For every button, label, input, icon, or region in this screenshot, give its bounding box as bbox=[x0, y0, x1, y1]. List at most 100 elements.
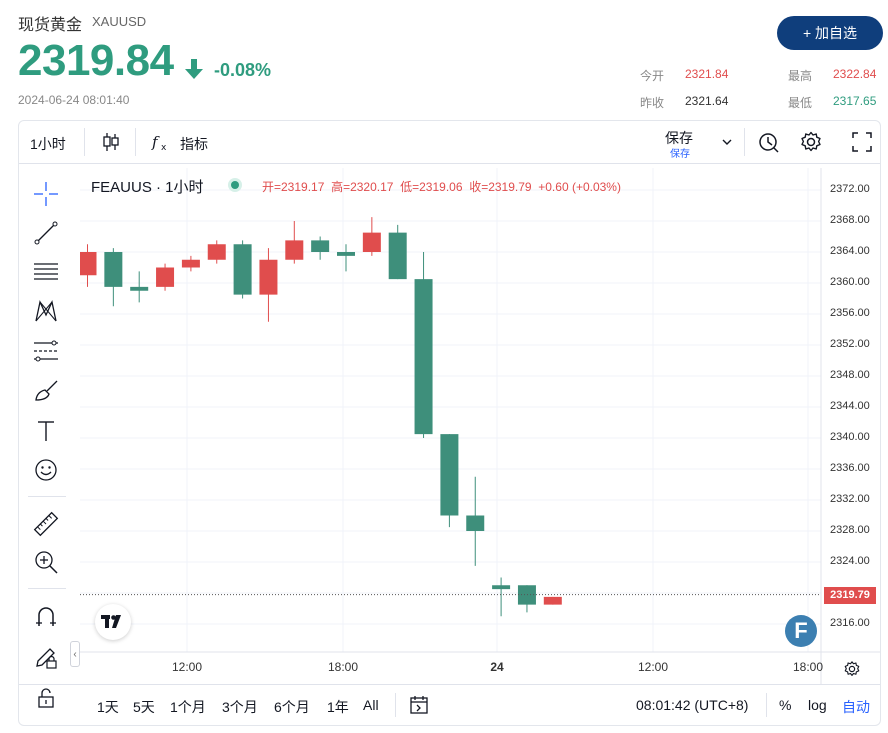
y-tick-label: 2348.00 bbox=[830, 369, 870, 381]
axis-settings-icon[interactable] bbox=[843, 660, 861, 678]
y-tick-label: 2368.00 bbox=[830, 214, 870, 226]
range-6m[interactable]: 6个月 bbox=[274, 699, 310, 715]
candle-body bbox=[440, 434, 459, 516]
collapse-toolbar-button[interactable]: ‹ bbox=[70, 641, 80, 667]
y-tick-label: 2324.00 bbox=[830, 555, 870, 567]
high-label: 最高 bbox=[788, 69, 813, 83]
chevron-down-icon[interactable] bbox=[721, 137, 733, 147]
candlestick-icon[interactable] bbox=[101, 131, 121, 153]
candle-body bbox=[104, 252, 123, 287]
text-tool-icon[interactable] bbox=[32, 417, 60, 445]
candle-body bbox=[311, 240, 330, 252]
range-1m[interactable]: 1个月 bbox=[170, 699, 206, 715]
candle-body bbox=[285, 240, 304, 260]
y-tick-label: 2360.00 bbox=[830, 276, 870, 288]
emoji-icon[interactable] bbox=[32, 456, 60, 484]
candle-body bbox=[130, 286, 149, 291]
arrow-down-icon bbox=[185, 59, 203, 79]
clock-time[interactable]: 08:01:42 (UTC+8) bbox=[636, 697, 749, 713]
auto-scale-toggle[interactable]: 自动 bbox=[842, 699, 870, 715]
brush-icon[interactable] bbox=[32, 377, 60, 405]
magnet-icon[interactable] bbox=[32, 603, 60, 631]
market-status-icon bbox=[228, 178, 242, 192]
save-button[interactable]: 保存 bbox=[665, 130, 693, 146]
price-change-percent: -0.08% bbox=[214, 60, 272, 80]
candle-body bbox=[466, 515, 485, 531]
open-label: 今开 bbox=[640, 69, 665, 83]
x-tick-label: 18:00 bbox=[793, 660, 824, 674]
prev-close-value: 2321.64 bbox=[685, 94, 729, 108]
instrument-symbol: XAUUSD bbox=[92, 14, 147, 29]
zoom-in-icon[interactable] bbox=[32, 548, 60, 576]
x-tick-label: 24 bbox=[490, 660, 504, 674]
tradingview-logo[interactable] bbox=[95, 604, 131, 640]
instrument-title: 现货黄金 bbox=[18, 17, 83, 34]
fx-icon[interactable]: f x bbox=[151, 131, 173, 153]
percent-toggle[interactable]: % bbox=[779, 697, 792, 713]
low-label: 最低 bbox=[788, 96, 813, 110]
candle-body bbox=[259, 259, 278, 295]
legend-ohlc: 开=2319.17 高=2320.17 低=2319.06 收=2319.79 … bbox=[262, 178, 621, 195]
y-tick-label: 2328.00 bbox=[830, 524, 870, 536]
y-tick-label: 2316.00 bbox=[830, 617, 870, 629]
candle-body bbox=[492, 585, 511, 590]
legend-low: 低=2319.06 bbox=[400, 180, 463, 194]
y-tick-label: 2364.00 bbox=[830, 245, 870, 257]
alert-clock-icon[interactable] bbox=[757, 130, 781, 154]
add-watchlist-button[interactable]: + 加自选 bbox=[777, 16, 883, 50]
quote-timestamp: 2024-06-24 08:01:40 bbox=[18, 93, 130, 107]
x-tick-label: 12:00 bbox=[172, 660, 203, 674]
fib-levels-icon[interactable] bbox=[32, 337, 60, 365]
y-tick-label: 2352.00 bbox=[830, 338, 870, 350]
y-tick-label: 2336.00 bbox=[830, 462, 870, 474]
candle-body bbox=[543, 596, 562, 605]
crosshair-icon[interactable] bbox=[32, 180, 60, 208]
current-price: 2319.84 bbox=[18, 36, 174, 85]
f-brand-logo: F bbox=[785, 615, 817, 647]
y-tick-label: 2372.00 bbox=[830, 183, 870, 195]
y-tick-label: 2356.00 bbox=[830, 307, 870, 319]
y-tick-label: 2344.00 bbox=[830, 400, 870, 412]
low-value: 2317.65 bbox=[833, 94, 877, 108]
trend-line-icon[interactable] bbox=[32, 219, 60, 247]
y-tick-label: 2340.00 bbox=[830, 431, 870, 443]
open-value: 2321.84 bbox=[685, 67, 729, 81]
x-tick-label: 18:00 bbox=[328, 660, 359, 674]
legend-open: 开=2319.17 bbox=[262, 180, 325, 194]
candle-body bbox=[388, 232, 407, 280]
range-3m[interactable]: 3个月 bbox=[222, 699, 258, 715]
range-5d[interactable]: 5天 bbox=[133, 699, 155, 715]
candle-body bbox=[233, 244, 252, 295]
lock-pencil-icon[interactable] bbox=[32, 643, 60, 671]
last-price-tag: 2319.79 bbox=[824, 586, 876, 604]
log-toggle[interactable]: log bbox=[808, 697, 827, 713]
go-to-date-icon[interactable] bbox=[408, 694, 430, 716]
interval-selector[interactable]: 1小时 bbox=[30, 136, 66, 152]
legend-close: 收=2319.79 bbox=[469, 180, 532, 194]
candle-body bbox=[80, 252, 97, 276]
pattern-icon[interactable] bbox=[32, 297, 60, 325]
indicators-button[interactable]: 指标 bbox=[180, 136, 208, 152]
unlock-icon[interactable] bbox=[32, 684, 60, 712]
candle-body bbox=[181, 259, 200, 268]
candle-body bbox=[414, 279, 433, 435]
horizontal-lines-icon[interactable] bbox=[32, 257, 60, 285]
gear-icon[interactable] bbox=[799, 130, 823, 154]
legend-symbol[interactable]: FEAUUS · 1小时 bbox=[91, 179, 204, 196]
prev-close-label: 昨收 bbox=[640, 96, 665, 110]
candle-body bbox=[337, 252, 355, 256]
high-value: 2322.84 bbox=[833, 67, 877, 81]
range-all[interactable]: All bbox=[363, 697, 379, 713]
svg-text:x: x bbox=[161, 143, 167, 153]
legend-high: 高=2320.17 bbox=[331, 180, 394, 194]
fullscreen-icon[interactable] bbox=[851, 131, 873, 153]
y-tick-label: 2332.00 bbox=[830, 493, 870, 505]
candle-body bbox=[517, 585, 536, 605]
ruler-icon[interactable] bbox=[32, 510, 60, 538]
candle-body bbox=[156, 267, 175, 287]
save-sublabel: 保存 bbox=[670, 149, 690, 160]
range-1y[interactable]: 1年 bbox=[327, 699, 349, 715]
range-1d[interactable]: 1天 bbox=[97, 699, 119, 715]
candle-body bbox=[362, 232, 381, 252]
